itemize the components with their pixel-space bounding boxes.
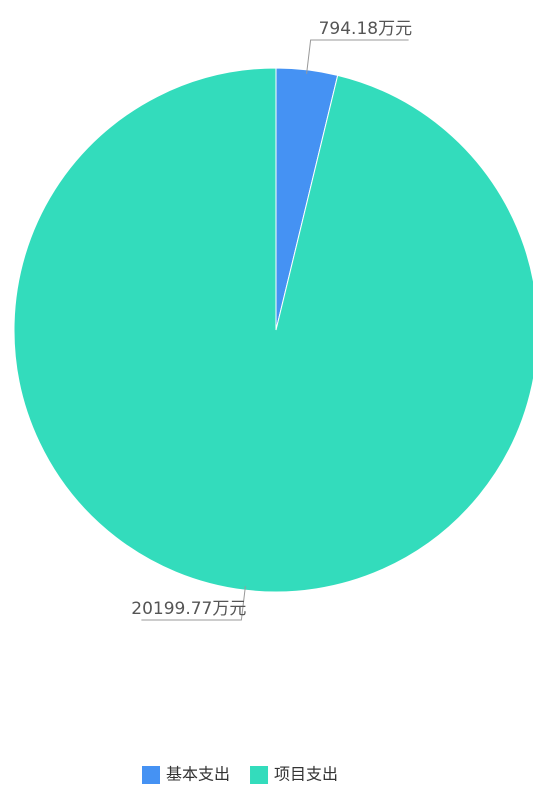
data-label: 20199.77万元: [131, 599, 246, 619]
leader-line: [141, 586, 246, 621]
legend-label: 项目支出: [274, 765, 338, 784]
legend-swatch: [142, 766, 160, 784]
legend-swatch: [250, 766, 269, 784]
legend-label: 基本支出: [166, 765, 230, 784]
leader-line: [306, 39, 409, 74]
data-label: 794.18万元: [319, 19, 412, 39]
pie-slice: [13, 67, 533, 593]
